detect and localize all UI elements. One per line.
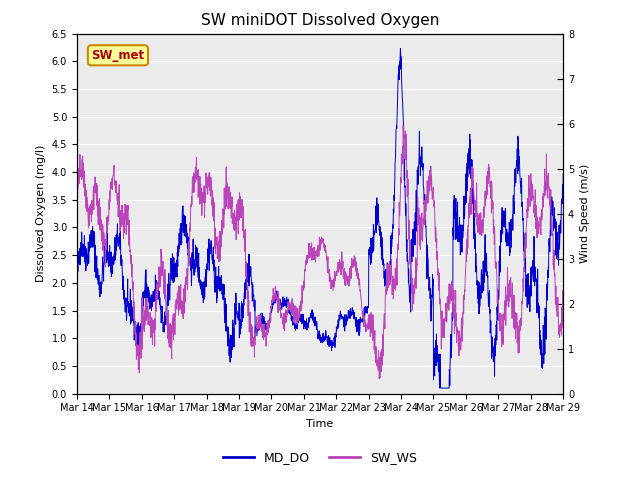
Text: SW_met: SW_met [92, 49, 145, 62]
Title: SW miniDOT Dissolved Oxygen: SW miniDOT Dissolved Oxygen [201, 13, 439, 28]
Y-axis label: Wind Speed (m/s): Wind Speed (m/s) [580, 164, 590, 263]
X-axis label: Time: Time [307, 419, 333, 429]
Legend: MD_DO, SW_WS: MD_DO, SW_WS [218, 446, 422, 469]
Y-axis label: Dissolved Oxygen (mg/l): Dissolved Oxygen (mg/l) [36, 145, 46, 282]
